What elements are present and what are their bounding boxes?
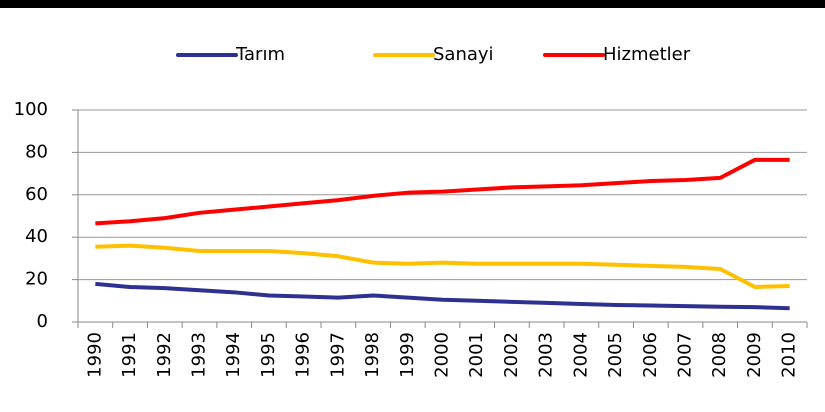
series-line [95, 157, 790, 226]
x-tick-label: 2006 [640, 332, 661, 378]
x-tick-label: 2004 [570, 332, 591, 378]
y-tick-label: 20 [25, 269, 48, 290]
x-tick-label: 2008 [709, 332, 730, 378]
x-tick-label: 1996 [293, 332, 314, 378]
x-tick-label: 2009 [744, 332, 765, 378]
x-tick-label: 2007 [675, 332, 696, 378]
legend-label: Hizmetler [603, 44, 691, 65]
x-tick-label: 2002 [501, 332, 522, 378]
y-tick-label: 40 [25, 226, 48, 247]
top-bar [0, 0, 825, 8]
y-tick-label: 100 [14, 99, 48, 120]
x-tick-label: 1998 [362, 332, 383, 378]
y-tick-label: 80 [25, 141, 48, 162]
legend-label: Sanayi [433, 44, 494, 65]
series-line [95, 281, 790, 311]
x-tick-label: 1997 [327, 332, 348, 378]
x-tick-label: 2003 [536, 332, 557, 378]
x-tick-label: 1995 [258, 332, 279, 378]
x-tick-label: 2001 [466, 332, 487, 378]
x-tick-label: 2010 [779, 332, 800, 378]
y-tick-label: 60 [25, 184, 48, 205]
legend-label: Tarım [235, 44, 285, 65]
x-tick-label: 1999 [397, 332, 418, 378]
x-tick-label: 2005 [605, 332, 626, 378]
x-tick-label: 1992 [154, 332, 175, 378]
series-line [95, 243, 790, 290]
x-tick-label: 1994 [223, 332, 244, 378]
y-tick-label: 0 [37, 311, 48, 332]
x-tick-label: 1991 [119, 332, 140, 378]
x-tick-label: 1993 [189, 332, 210, 378]
x-tick-label: 2000 [432, 332, 453, 378]
x-tick-label: 1990 [84, 332, 105, 378]
